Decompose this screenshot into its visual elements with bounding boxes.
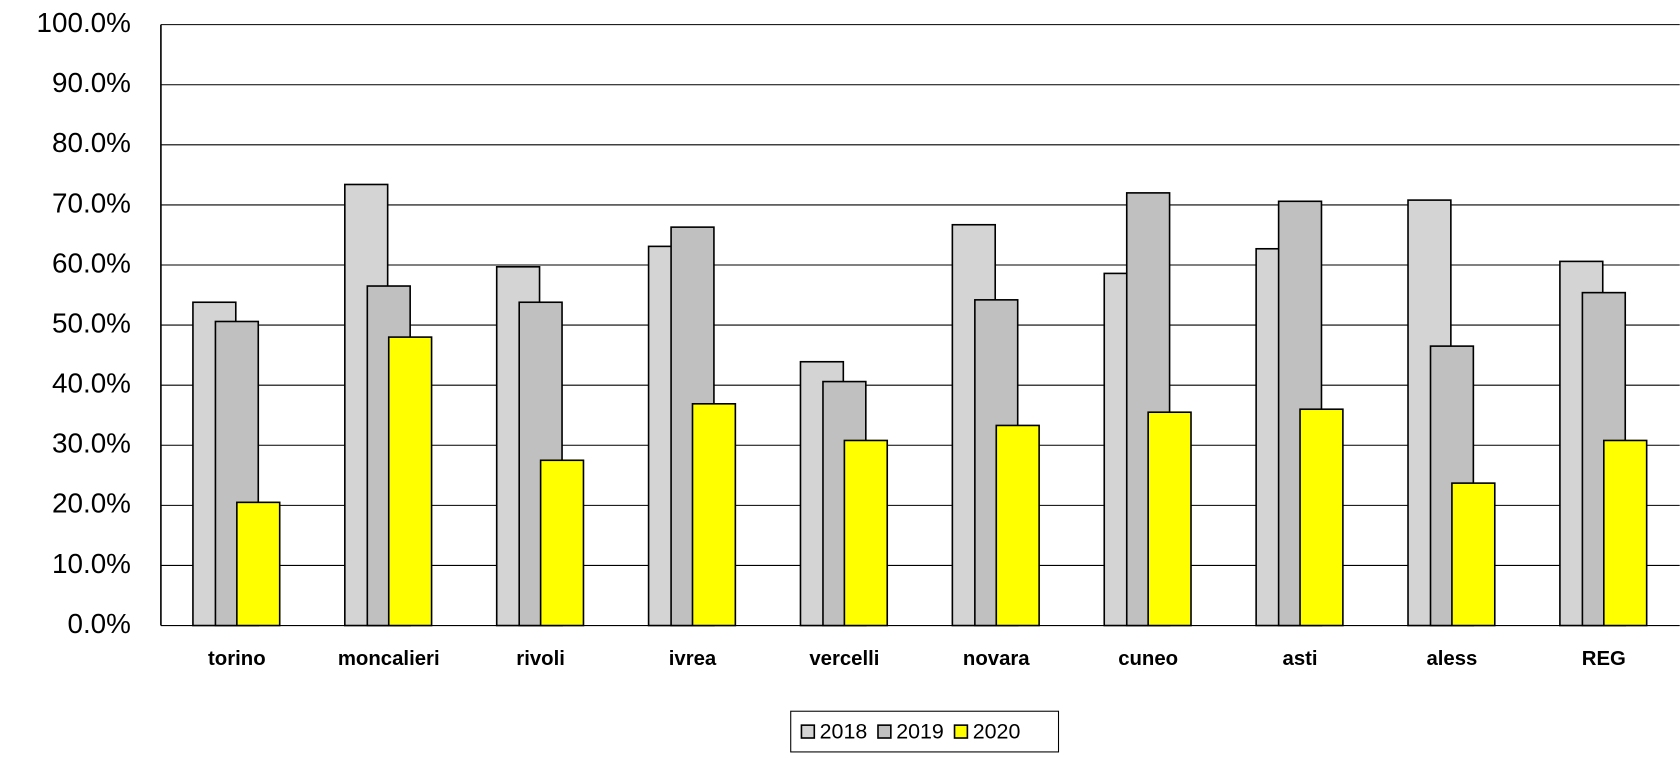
bar	[843, 439, 889, 627]
bar	[1451, 482, 1496, 627]
y-tick-label: 30.0%	[52, 428, 131, 459]
y-tick-label: 70.0%	[52, 187, 131, 218]
x-tick-label: novara	[963, 648, 1030, 670]
legend-box	[790, 710, 1060, 753]
x-tick-label: aless	[1426, 648, 1477, 670]
y-tick-label: 60.0%	[52, 247, 131, 278]
y-tick-label: 90.0%	[52, 67, 131, 98]
y-tick-label: 40.0%	[52, 368, 131, 399]
y-tick-label: 100.0%	[37, 7, 131, 38]
x-tick-label: cuneo	[1118, 648, 1178, 670]
y-tick-label: 80.0%	[52, 127, 131, 158]
legend-swatch	[800, 724, 816, 739]
x-tick-label: REG	[1582, 648, 1626, 670]
x-tick-label: torino	[208, 648, 266, 670]
y-tick-label: 50.0%	[52, 307, 131, 338]
bar	[387, 336, 433, 627]
bar	[691, 403, 737, 627]
bar	[1603, 439, 1648, 627]
bar	[539, 459, 585, 627]
x-tick-label: asti	[1283, 648, 1318, 670]
legend-label: 2020	[973, 719, 1021, 743]
y-tick-label: 10.0%	[52, 548, 131, 579]
bar	[236, 501, 281, 627]
legend-label: 2018	[820, 719, 868, 743]
bar	[995, 424, 1040, 627]
legend-swatch	[877, 724, 892, 739]
x-tick-label: rivoli	[516, 648, 565, 670]
legend-label: 2019	[896, 719, 944, 743]
y-tick-label: 0.0%	[67, 608, 130, 639]
x-tick-label: moncalieri	[338, 648, 440, 670]
x-tick-label: vercelli	[809, 648, 879, 670]
y-tick-label: 20.0%	[52, 488, 131, 519]
legend-swatch	[953, 724, 969, 739]
bar	[1299, 408, 1344, 627]
x-tick-label: ivrea	[669, 648, 717, 670]
bar	[1147, 411, 1192, 627]
